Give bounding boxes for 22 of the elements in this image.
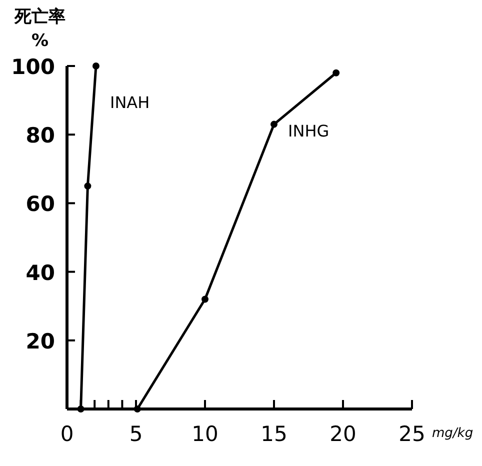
series-label: INAH bbox=[110, 93, 150, 112]
y-tick-label: 60 bbox=[26, 192, 55, 216]
y-tick-label: 40 bbox=[26, 260, 55, 285]
series-label: INHG bbox=[288, 121, 330, 140]
point bbox=[270, 120, 278, 128]
y-tick-label: 100 bbox=[11, 55, 55, 79]
point bbox=[134, 406, 141, 412]
y-tick-label: 20 bbox=[26, 329, 55, 354]
point bbox=[77, 406, 84, 412]
point bbox=[202, 296, 208, 303]
x-tick-label: 0 bbox=[60, 422, 74, 446]
x-axis-title: mg/kg bbox=[432, 426, 474, 441]
x-tick-label: 10 bbox=[192, 422, 218, 446]
point bbox=[84, 182, 92, 190]
point bbox=[332, 69, 340, 76]
x-tick-label: 15 bbox=[260, 422, 288, 446]
y-tick-label: 80 bbox=[26, 124, 55, 148]
x-tick-label: 20 bbox=[330, 422, 356, 446]
point bbox=[92, 62, 100, 70]
x-tick-label: 25 bbox=[398, 422, 426, 446]
x-tick-label: 5 bbox=[129, 422, 143, 446]
y-axis-title: 死亡率 % bbox=[14, 7, 66, 51]
